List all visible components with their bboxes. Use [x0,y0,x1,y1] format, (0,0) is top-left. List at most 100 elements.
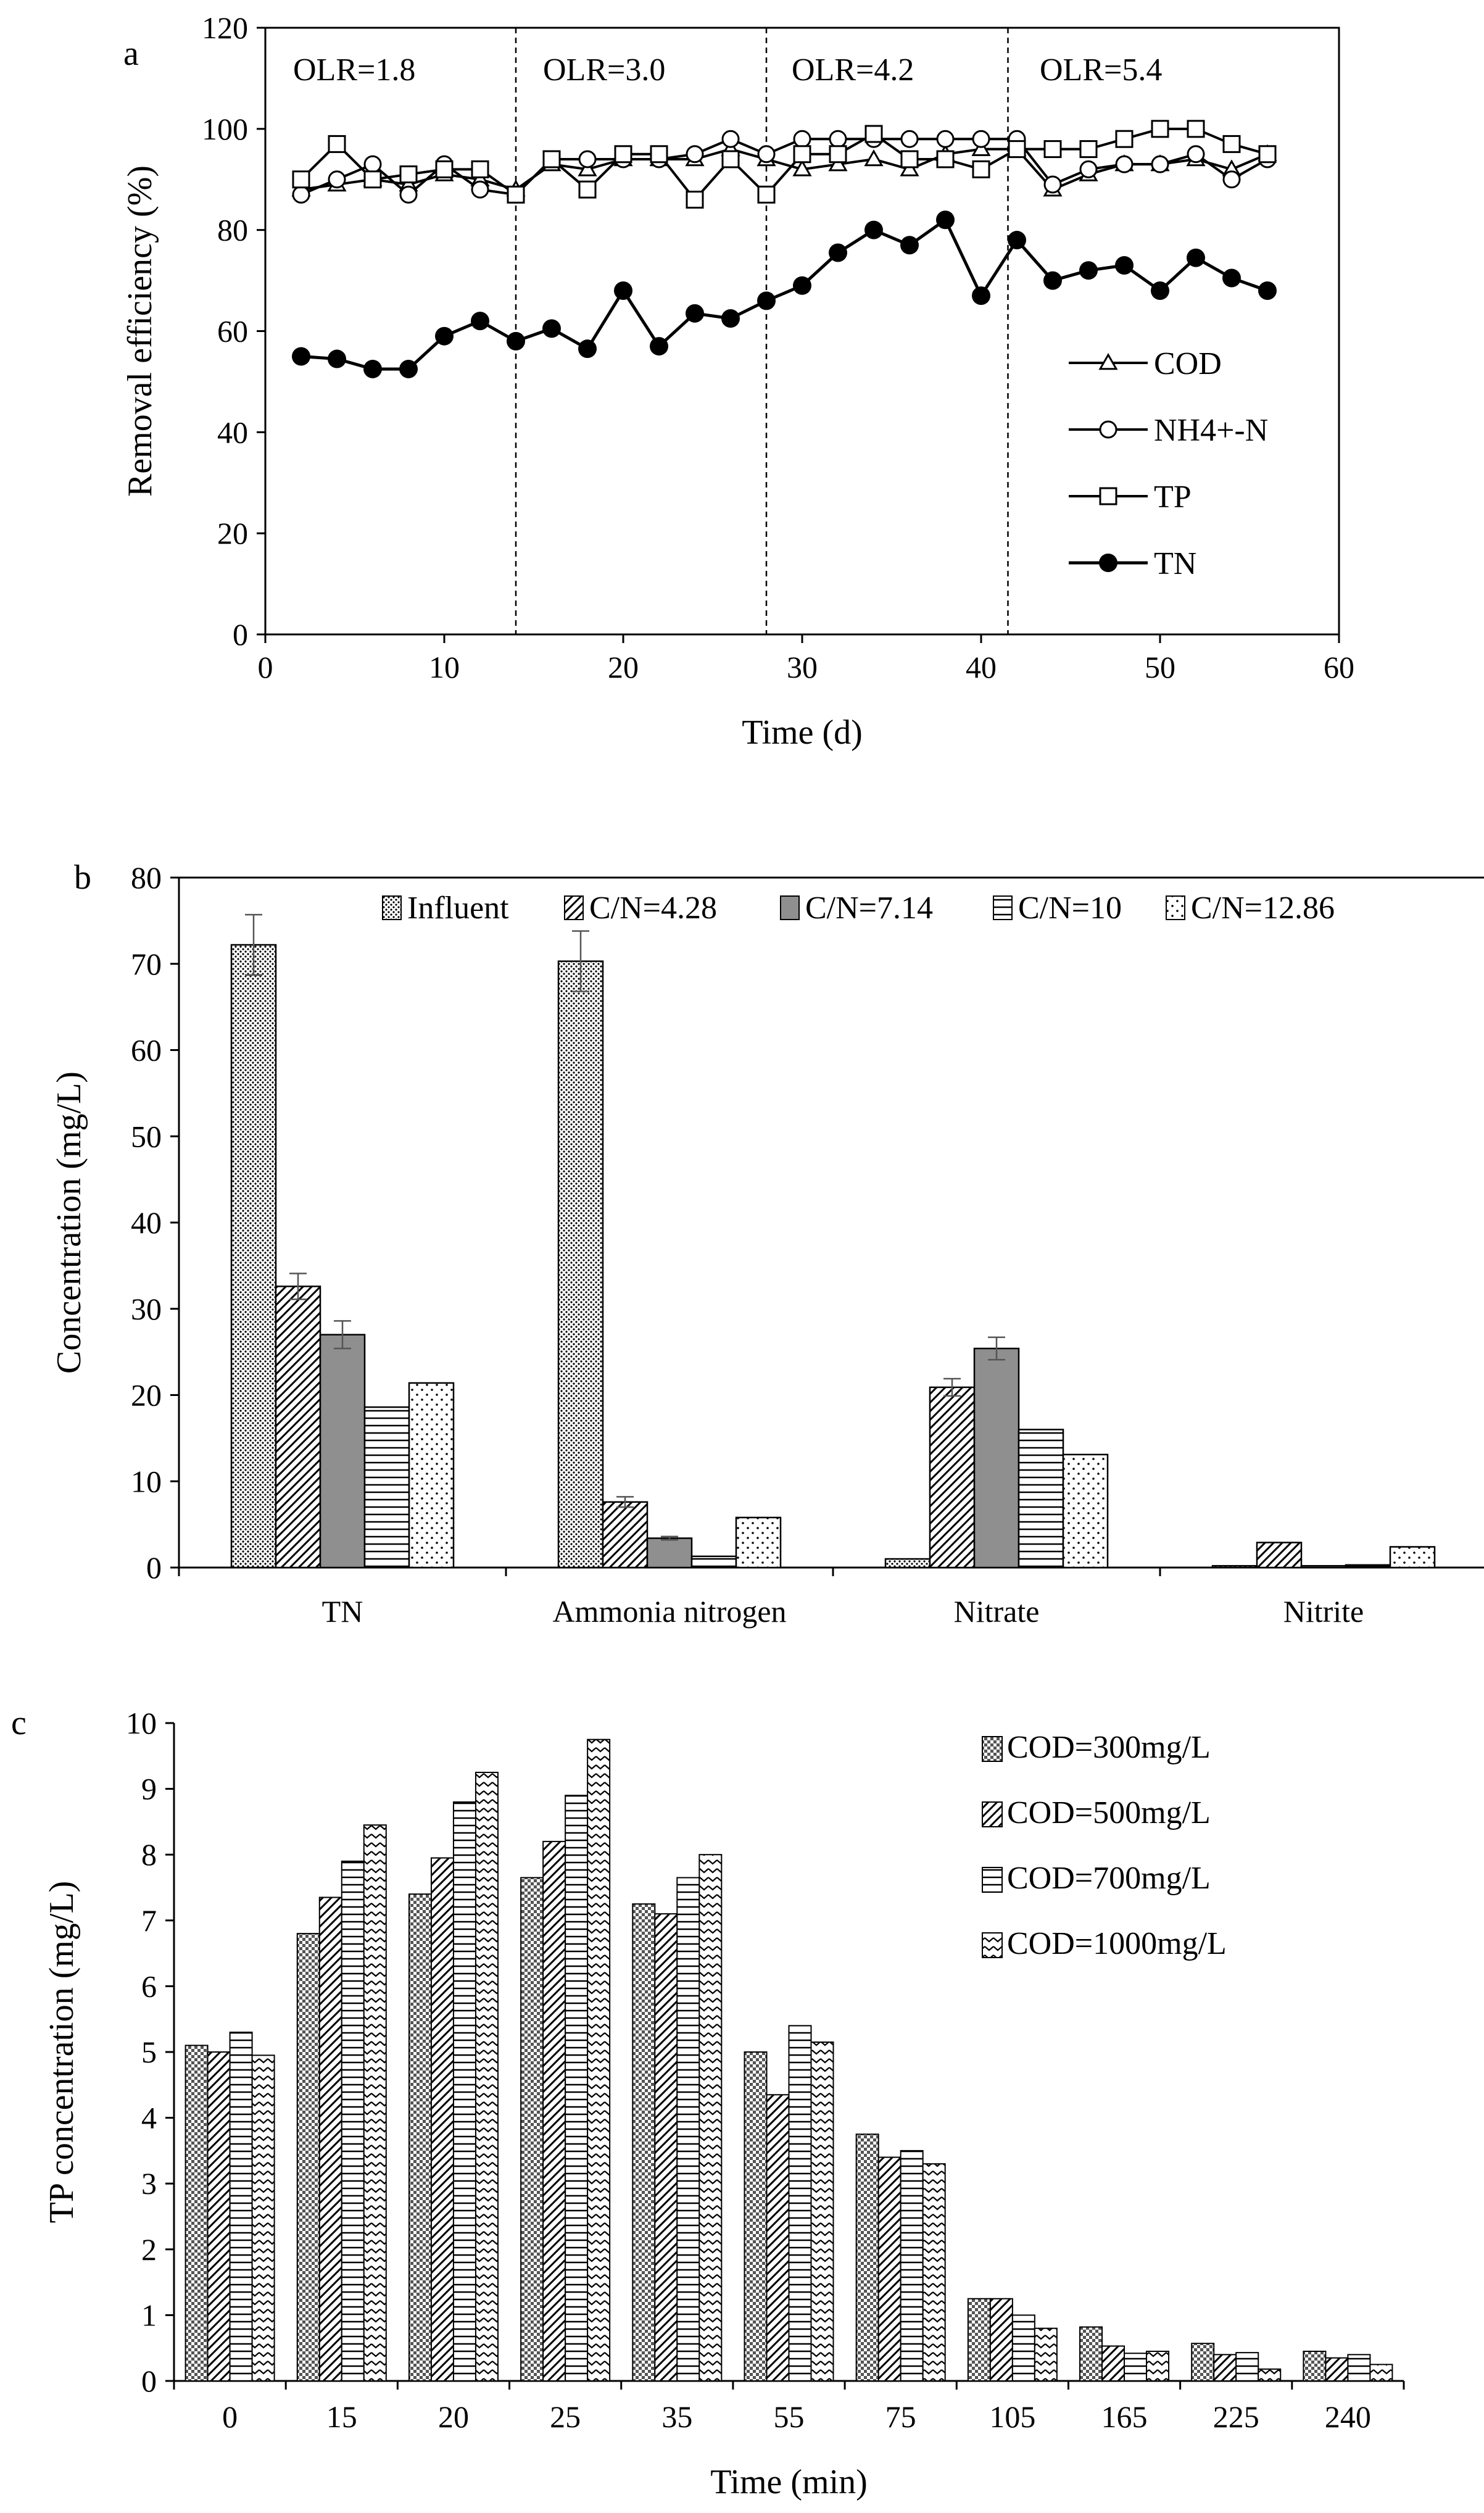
data-point-tn [1151,281,1169,300]
data-point-tn [829,243,847,262]
bar-cod-700mg-l-t165 [1124,2353,1148,2382]
legend-label-cod-1000mg-l: COD=1000mg/L [1007,1926,1227,1961]
bar-cod-1000mg-l-t105 [1034,2327,1058,2382]
data-point-tp [864,125,883,143]
legend-label-tp: TP [1154,480,1192,515]
bar-cod-500mg-l-t20 [430,1857,454,2382]
bar-c-n-12-86-nitrite [1389,1546,1436,1569]
data-point-tn [686,304,704,323]
data-point-cod [971,139,991,156]
data-point-tn [542,319,561,338]
x-category-label: 225 [1213,2399,1259,2434]
data-point-nh4-n [721,130,740,148]
bar-cod-300mg-l-t15 [296,1933,320,2382]
panel-b-legend: Influent C/N=4.28 C/N=7.14 C/N=10 C/N=12.86 [382,891,1335,926]
legend-label-cod-500mg-l: COD=500mg/L [1007,1795,1211,1830]
data-point-tn [471,312,489,331]
data-point-tn [507,331,525,351]
legend-swatch-c-n-7-14 [780,895,800,920]
bar-influent-tn [230,944,277,1569]
data-point-tn [1258,281,1277,300]
bar-c-n-12-86-tn [408,1382,455,1569]
bar-cod-700mg-l-t225 [1235,2352,1259,2382]
legend-label-c-n-7-14: C/N=7.14 [805,891,933,926]
series-nh4-n [292,130,1277,204]
data-point-tp [1151,120,1169,138]
data-point-tn [757,291,776,310]
x-category-label: Ammonia nitrogen [552,1594,786,1629]
legend-marker-tp [1099,487,1117,505]
data-point-tn [864,220,883,239]
data-point-nh4-n [900,130,919,148]
data-point-nh4-n [1222,170,1241,189]
y-tick-label: 1 [141,2298,157,2332]
bar-c-n-7-14-nitrite [1300,1564,1347,1569]
data-point-tp [721,150,740,168]
data-point-tn [1079,261,1098,280]
data-point-tn [399,359,418,378]
data-point-nh4-n [363,155,382,173]
y-tick-label: 10 [131,1464,162,1498]
bar-cod-300mg-l-t105 [967,2298,991,2382]
data-point-tp [900,150,919,168]
bar-cod-300mg-l-t55 [744,2051,768,2382]
y-tick-label: 9 [141,1772,157,1806]
legend-label-c-n-4-28: C/N=4.28 [589,891,717,926]
bar-c-n-4-28-nitrate [929,1386,976,1569]
bar-c-n-12-86-ammonia-nitrogen [735,1516,782,1569]
data-point-tn [1043,271,1062,290]
bar-cod-300mg-l-t20 [408,1893,432,2382]
data-point-tn [578,339,597,359]
bar-cod-500mg-l-t75 [877,2156,902,2382]
panel-a-label: a [123,35,139,73]
x-category-label: 25 [550,2399,581,2434]
legend-label-cod-300mg-l: COD=300mg/L [1007,1730,1211,1765]
data-point-tp [1115,130,1134,148]
data-point-tp [650,145,668,164]
x-tick-label: 0 [258,650,273,684]
y-axis-title: Removal efficiency (%) [121,165,159,497]
bar-cod-500mg-l-t35 [654,1913,678,2382]
bar-cod-700mg-l-t55 [788,2025,812,2382]
data-point-cod [900,159,919,177]
legend-label-cod-700mg-l: COD=700mg/L [1007,1861,1211,1896]
bar-cod-700mg-l-t105 [1011,2314,1035,2382]
y-tick-label: 30 [131,1292,162,1326]
bar-cod-700mg-l-t35 [676,1877,700,2382]
bar-cod-1000mg-l-t35 [698,1854,723,2382]
bar-cod-500mg-l-t165 [1101,2345,1125,2382]
data-point-nh4-n [1187,145,1205,164]
data-point-nh4-n [829,130,847,148]
data-point-tn [650,337,668,356]
y-tick-label: 80 [217,213,248,247]
bar-cod-700mg-l-t15 [341,1860,365,2382]
data-point-tp [1187,120,1205,138]
data-point-tn [328,349,346,368]
data-point-nh4-n [471,180,489,199]
data-point-tp [793,145,811,164]
bar-c-n-10-nitrite [1345,1564,1391,1569]
y-tick-label: 100 [202,112,248,146]
legend-swatch-cod-500mg-l [982,1801,1003,1827]
data-point-tp [829,145,847,164]
x-category-label: 0 [222,2399,238,2434]
panel-a-line-chart: a 0 20 40 60 80 100 120 0 10 20 30 40 50 60 Time (d) Rem… [121,10,1354,752]
legend-marker-nh4-n [1099,420,1117,439]
bar-cod-300mg-l-t0 [184,2045,209,2382]
bar-cod-500mg-l-t225 [1213,2354,1237,2382]
bar-cod-1000mg-l-t25 [587,1738,611,2382]
data-point-tp [614,145,632,164]
panel-c-label: c [11,1704,27,1742]
data-point-tp [936,150,955,168]
data-point-tp [1222,135,1241,153]
x-category-label: 15 [326,2399,357,2434]
panel-c-legend: COD=300mg/L COD=500mg/L COD=700mg/L COD=100… [982,1730,1227,1961]
legend-label-c-n-10: C/N=10 [1018,891,1122,926]
bar-cod-1000mg-l-t75 [922,2163,946,2382]
data-point-tn [1115,256,1134,275]
data-point-tn [1187,248,1205,267]
bar-influent-ammonia-nitrogen [557,960,604,1569]
bar-c-n-7-14-ammonia-nitrogen [646,1537,693,1569]
data-point-tp [1043,140,1062,159]
panel-b-label: b [74,858,91,897]
